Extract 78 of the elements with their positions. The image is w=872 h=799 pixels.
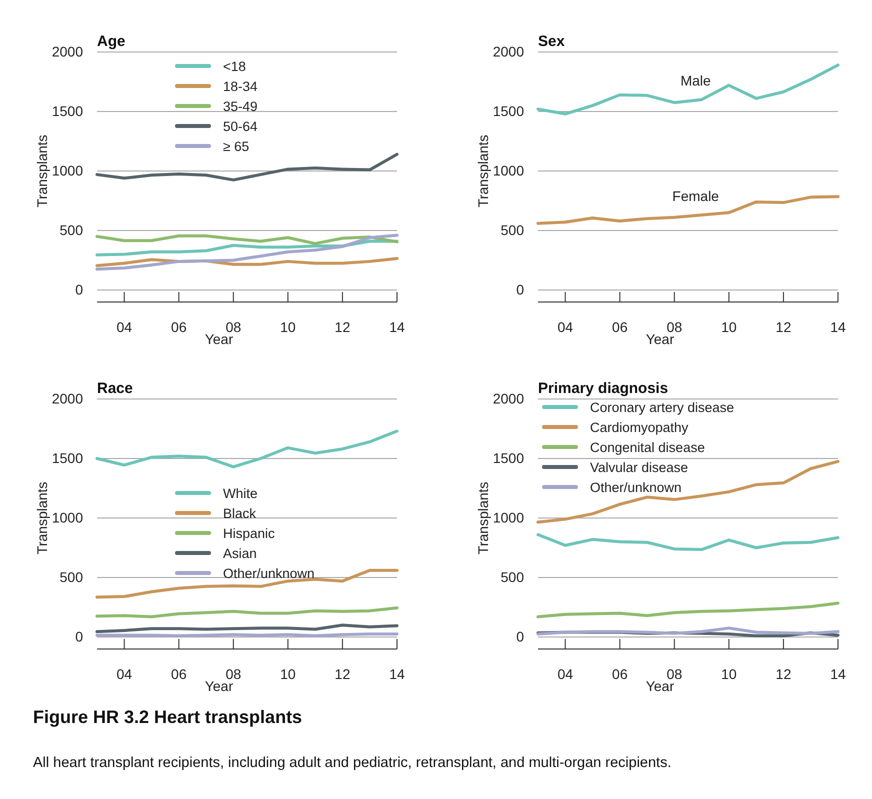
legend-label: Black <box>223 506 256 521</box>
x-tick-label: 14 <box>830 318 846 335</box>
y-tick-label: 2000 <box>492 390 524 406</box>
y-tick-label: 1000 <box>52 162 84 178</box>
y-tick-label: 1500 <box>52 450 84 466</box>
line-series <box>96 568 398 599</box>
legend-label: White <box>223 486 258 501</box>
line-series <box>536 64 840 116</box>
line-series <box>96 430 398 468</box>
x-tick-label: 10 <box>721 318 737 335</box>
x-tick-label: 04 <box>116 318 132 335</box>
y-tick-label: 2000 <box>492 43 524 60</box>
y-tick-label: 1000 <box>492 162 524 178</box>
x-tick-label: 12 <box>776 666 792 682</box>
x-tick-label: 14 <box>389 666 405 682</box>
y-tick-label: 0 <box>75 281 84 298</box>
line-series <box>536 602 840 618</box>
legend-label: Congenital disease <box>590 440 705 455</box>
x-tick-label: 10 <box>280 318 296 335</box>
x-tick-label: 04 <box>557 666 574 682</box>
legend-label: Other/unknown <box>590 480 682 495</box>
legend-label: 18-34 <box>223 79 258 94</box>
series-label: Male <box>680 72 712 89</box>
legend-label: 50-64 <box>223 119 258 134</box>
legend-label: Valvular disease <box>590 460 688 475</box>
x-tick-label: 04 <box>116 666 132 682</box>
y-tick-label: 500 <box>500 222 524 238</box>
text: All heart transplant recipients, including adult and pediatric, retransplant, and multi-organ recipients. <box>33 755 672 771</box>
x-tick-label: 10 <box>721 666 737 682</box>
x-tick-label: 12 <box>334 666 350 682</box>
y-tick-label: 1000 <box>492 509 524 526</box>
x-tick-label: 14 <box>830 666 846 682</box>
y-tick-label: 1500 <box>492 102 524 119</box>
line-series <box>96 606 398 618</box>
y-tick-label: 0 <box>75 628 84 644</box>
x-tick-label: 06 <box>171 666 187 682</box>
legend-label: <18 <box>223 59 246 74</box>
line-series <box>96 234 398 271</box>
legend-label: Cardiomyopathy <box>590 420 689 435</box>
y-tick-label: 1500 <box>52 102 84 119</box>
y-tick-label: 2000 <box>52 390 84 406</box>
legend-label: Other/unknown <box>223 566 315 581</box>
chart-title: Sex <box>538 33 566 50</box>
y-tick-label: 500 <box>60 222 84 238</box>
y-tick-label: 0 <box>516 281 524 298</box>
y-axis-title: Transplants <box>475 134 491 208</box>
line-series <box>536 460 840 524</box>
x-tick-label: 06 <box>171 318 187 335</box>
legend-label: Hispanic <box>223 526 276 541</box>
legend-label: Coronary artery disease <box>590 400 734 415</box>
line-series <box>96 234 398 246</box>
y-tick-label: 2000 <box>52 43 84 60</box>
chart-title: Primary diagnosis <box>538 380 668 397</box>
line-series <box>536 533 840 552</box>
legend-label: Asian <box>223 546 257 561</box>
y-axis-title: Transplants <box>475 482 491 554</box>
y-axis-title: Transplants <box>34 482 50 554</box>
line-series <box>96 152 398 182</box>
y-tick-label: 1500 <box>492 450 524 466</box>
line-series <box>96 624 398 634</box>
y-tick-label: 500 <box>60 568 84 585</box>
x-tick-label: 12 <box>776 318 792 335</box>
x-tick-label: 06 <box>612 318 628 335</box>
legend-label: ≥ 65 <box>223 139 250 154</box>
legend-label: 35-49 <box>223 99 258 114</box>
y-axis-title: Transplants <box>34 134 50 208</box>
y-tick-label: 0 <box>516 628 524 644</box>
x-tick-label: 10 <box>280 666 296 682</box>
x-tick-label: 04 <box>557 318 574 335</box>
chart-title: Age <box>97 33 126 50</box>
y-tick-label: 1000 <box>52 509 84 526</box>
text: Figure HR 3.2 Heart transplants <box>33 707 302 727</box>
x-tick-label: 06 <box>612 666 628 682</box>
chart-title: Race <box>97 380 133 397</box>
series-label: Female <box>672 188 720 204</box>
y-tick-label: 500 <box>500 568 524 585</box>
x-tick-label: 12 <box>334 318 350 335</box>
x-tick-label: 14 <box>389 318 405 335</box>
